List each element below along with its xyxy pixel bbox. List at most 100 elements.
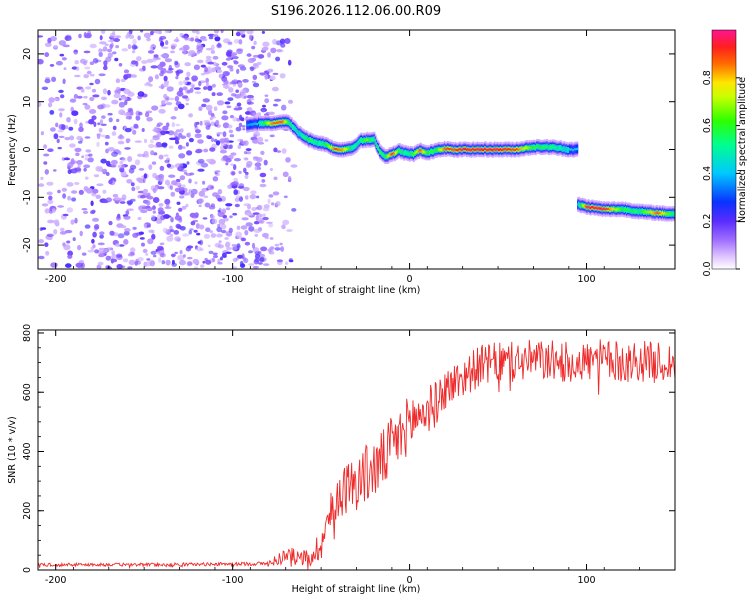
ridge-cell: [454, 148, 457, 151]
ridge-cell: [471, 148, 474, 151]
noise-cell: [212, 34, 219, 38]
noise-cell: [235, 195, 242, 198]
noise-cell: [247, 57, 255, 64]
noise-cell: [55, 60, 63, 66]
noise-cell: [185, 89, 192, 94]
spectrogram-ytick-label: 20: [22, 48, 33, 60]
noise-cell: [115, 86, 121, 92]
ridge-cell: [510, 149, 513, 152]
spectrogram-plot-area: [38, 30, 675, 269]
ridge-cell: [536, 145, 538, 148]
ridge2-cell: [598, 206, 601, 210]
noise-cell: [100, 134, 107, 138]
ridge2-cell: [606, 207, 609, 211]
noise-cell: [44, 78, 51, 84]
ridge-cell: [276, 121, 278, 124]
ridge-cell: [371, 138, 374, 141]
noise-cell: [79, 230, 83, 237]
ridge2-cell: [657, 212, 660, 215]
ridge-cell: [494, 148, 497, 151]
ridge-cell: [535, 146, 537, 149]
ridge-cell: [421, 150, 424, 153]
noise-cell: [99, 119, 104, 125]
noise-cell: [100, 123, 107, 127]
noise-cell: [62, 213, 69, 217]
noise-cell: [99, 35, 103, 41]
ridge-cell: [506, 148, 509, 152]
noise-cell: [72, 237, 76, 242]
noise-cell: [105, 160, 111, 166]
colorbar-label: Normalized spectral amplitude: [737, 77, 748, 223]
ridge-cell: [275, 122, 277, 125]
noise-cell: [267, 198, 271, 205]
noise-cell: [166, 163, 172, 168]
ridge-cell: [325, 143, 328, 146]
ridge-cell: [315, 141, 317, 144]
noise-cell: [256, 61, 262, 66]
noise-cell: [282, 219, 290, 225]
ridge2-cell: [654, 212, 657, 215]
ridge-cell: [433, 150, 435, 153]
ridge-cell: [560, 146, 563, 150]
ridge-cell: [251, 123, 254, 126]
ridge-cell: [306, 137, 309, 140]
ridge2-cell: [603, 207, 606, 210]
noise-cell: [175, 178, 181, 183]
noise-cell: [251, 242, 256, 249]
noise-cell: [243, 151, 248, 155]
ridge-cell: [455, 148, 458, 152]
noise-cell: [163, 93, 168, 99]
noise-cell: [161, 100, 166, 105]
noise-cell: [114, 35, 122, 38]
noise-cell: [83, 50, 91, 54]
ridge2-cell: [630, 209, 632, 212]
noise-cell: [148, 76, 154, 83]
noise-cell: [74, 60, 79, 65]
noise-cell: [240, 89, 247, 95]
ridge-cell: [399, 149, 401, 152]
noise-cell: [221, 229, 227, 234]
ridge-cell: [569, 148, 571, 151]
noise-cell: [194, 181, 198, 185]
noise-cell: [44, 208, 50, 214]
noise-cell: [280, 246, 285, 252]
ridge-cell: [391, 152, 394, 156]
ridge2-cell: [584, 205, 587, 208]
noise-cell: [210, 186, 214, 189]
noise-cell: [262, 104, 266, 108]
noise-cell: [102, 88, 108, 95]
noise-cell: [108, 179, 113, 185]
noise-cell: [115, 243, 120, 248]
noise-cell: [233, 164, 237, 171]
noise-cell: [281, 224, 286, 230]
noise-cell: [248, 34, 252, 41]
noise-cell: [222, 131, 227, 138]
noise-cell: [225, 51, 233, 57]
noise-cell: [143, 188, 148, 194]
noise-cell: [54, 98, 59, 101]
noise-cell: [163, 154, 169, 157]
ridge-cell: [525, 146, 528, 149]
ridge-cell: [377, 147, 380, 150]
noise-cell: [232, 212, 238, 216]
noise-cell: [230, 152, 237, 156]
noise-cell: [216, 131, 223, 135]
noise-cell: [120, 96, 128, 101]
ridge-cell: [538, 145, 540, 148]
noise-cell: [197, 158, 205, 164]
noise-cell: [205, 47, 213, 51]
noise-cell: [68, 126, 74, 131]
noise-cell: [262, 207, 270, 212]
noise-cell: [92, 94, 100, 98]
noise-cell: [227, 124, 233, 129]
ridge-cell: [482, 148, 484, 151]
noise-cell: [221, 61, 228, 66]
noise-cell: [218, 73, 223, 79]
ridge-cell: [329, 145, 331, 148]
noise-cell: [146, 37, 151, 42]
ridge-cell: [420, 149, 423, 152]
noise-cell: [155, 218, 163, 224]
noise-cell: [222, 110, 228, 115]
ridge-cell: [474, 148, 477, 151]
noise-cell: [165, 102, 173, 106]
